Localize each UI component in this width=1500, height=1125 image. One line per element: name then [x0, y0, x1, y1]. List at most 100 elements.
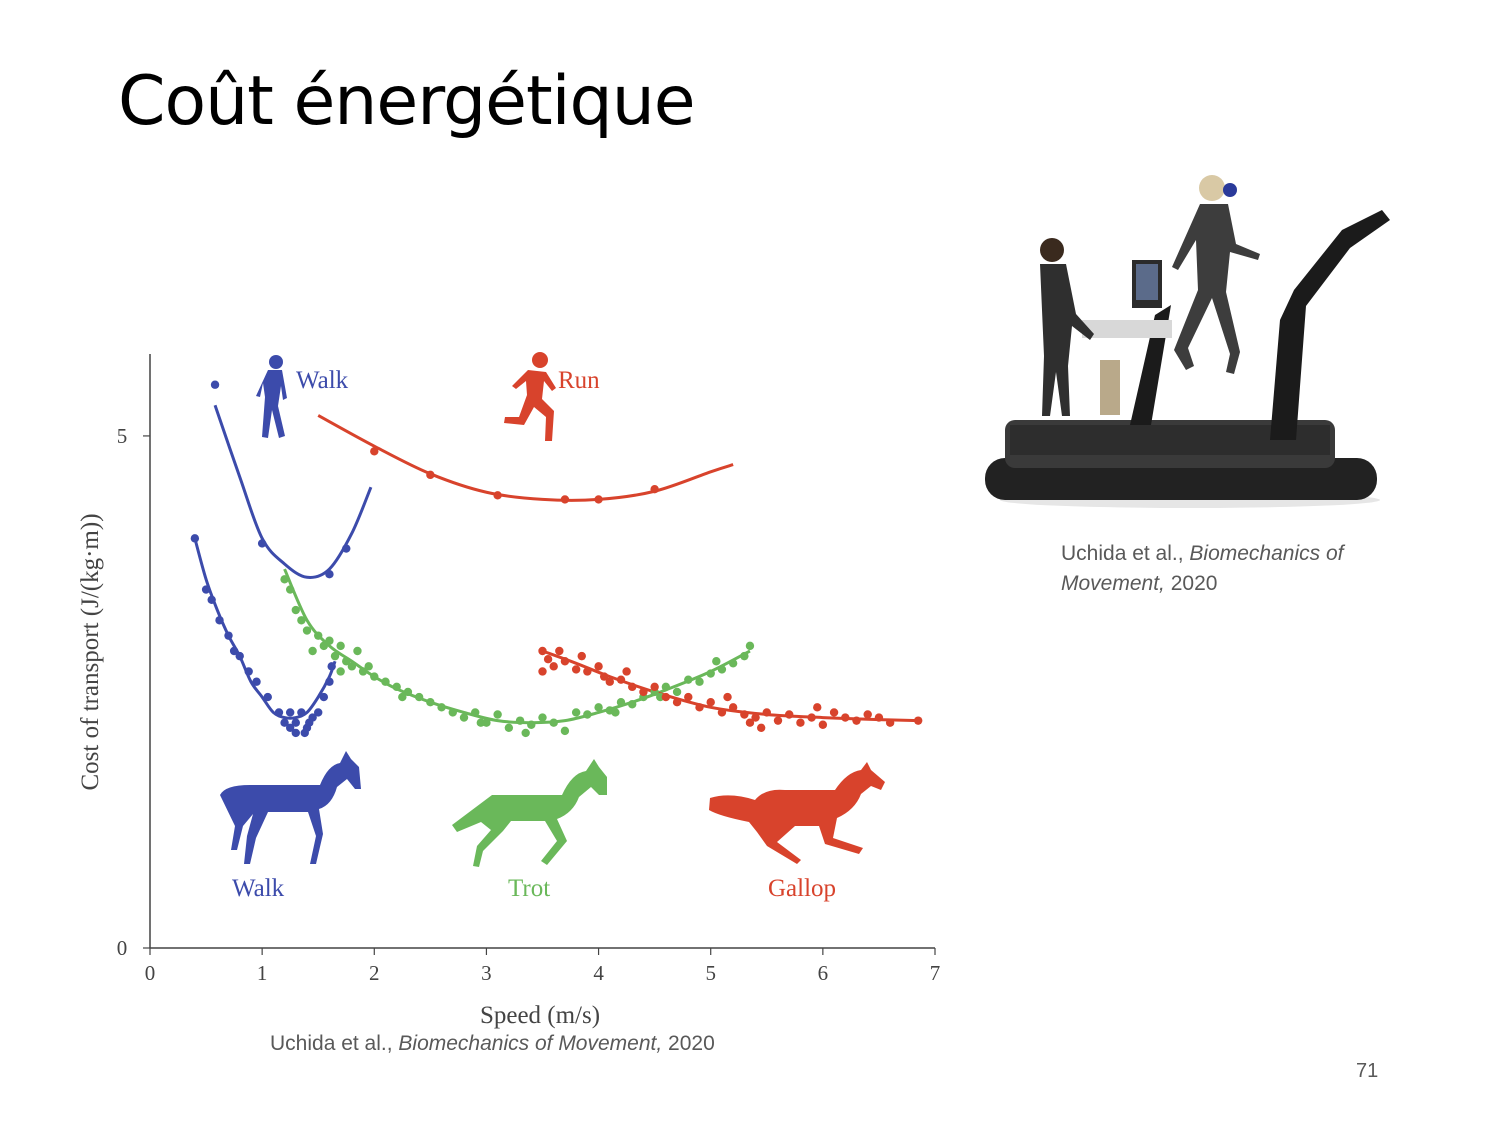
horse-trot-point: [538, 713, 547, 722]
horse-walk-point: [291, 718, 300, 727]
horse-gallop-point: [684, 692, 693, 702]
x-tick-label: 5: [705, 961, 716, 985]
horse-gallop-point: [756, 723, 766, 733]
horse-gallop-point: [543, 654, 553, 664]
horse-walk-point: [325, 677, 334, 686]
horse-trot-point: [297, 616, 306, 625]
horse-walk-point: [207, 595, 216, 604]
horse-walk-point: [201, 585, 211, 594]
human-run-point: [370, 447, 379, 456]
horse-walk-point: [235, 651, 244, 661]
human-run-label: Run: [558, 367, 600, 394]
horse-trot-point: [583, 710, 592, 719]
horse-trot-point: [628, 700, 637, 709]
horse-gallop-point: [863, 710, 872, 719]
horse-gallop-point: [695, 703, 704, 712]
horse-walk-icon: [220, 751, 361, 864]
horse-trot-point: [527, 720, 536, 729]
horse-gallop-point: [762, 708, 771, 717]
horse-gallop-label: Gallop: [768, 875, 836, 902]
horse-walk-point: [224, 631, 233, 640]
horse-gallop-point: [650, 682, 659, 692]
horse-trot-point: [414, 692, 424, 702]
human-run-point: [426, 470, 435, 480]
horse-trot-point: [471, 708, 480, 717]
horse-gallop-point: [796, 718, 805, 727]
horse-trot-point: [695, 677, 704, 686]
human-run-fit-line: [317, 414, 734, 502]
human-walk-point: [325, 569, 334, 579]
human-run-point: [594, 495, 603, 504]
horse-trot-point: [280, 575, 289, 584]
horse-walk-point: [319, 692, 329, 702]
horse-walk-point: [190, 534, 200, 543]
horse-trot-point: [712, 657, 721, 666]
horse-gallop-point: [818, 720, 828, 729]
horse-trot-point: [616, 698, 626, 707]
horse-gallop-point: [599, 672, 609, 681]
horse-walk-point: [274, 708, 284, 717]
horse-trot-point: [571, 708, 581, 717]
human-walk-label: Walk: [296, 367, 349, 394]
horse-gallop-point: [807, 713, 816, 722]
horse-trot-point: [347, 662, 357, 671]
x-tick-label: 6: [818, 961, 829, 985]
horse-walk-point: [285, 723, 295, 733]
horse-gallop-point: [841, 713, 850, 722]
horse-gallop-point: [622, 667, 631, 676]
horse-trot-point: [330, 651, 340, 661]
human-walk-fit-line: [213, 404, 373, 579]
horse-trot-point: [302, 626, 312, 635]
horse-trot-icon: [452, 759, 607, 867]
caption-book-title: Biomechanics of Movement,: [398, 1032, 663, 1055]
horse-walk-point: [314, 708, 323, 717]
horse-trot-point: [684, 675, 693, 684]
y-tick-label: 5: [117, 424, 128, 448]
horse-trot-point: [325, 636, 334, 645]
horse-gallop-point: [628, 682, 637, 692]
human-walk-icon: [256, 355, 287, 438]
caption-year: 2020: [662, 1032, 715, 1055]
horse-trot-point: [364, 662, 373, 671]
caption-year: 2020: [1164, 572, 1218, 595]
horse-trot-point: [521, 728, 530, 738]
horse-walk-point: [244, 667, 253, 676]
horse-trot-point: [594, 703, 603, 712]
horse-walk-point: [300, 728, 309, 738]
slide-title: Coût énergétique: [118, 62, 696, 141]
horse-trot-point: [728, 659, 738, 668]
horse-walk-point: [215, 616, 224, 625]
horse-trot-point: [381, 677, 390, 686]
horse-trot-point: [611, 708, 620, 717]
horse-gallop-point: [785, 710, 794, 719]
horse-trot-point: [493, 710, 502, 719]
horse-trot-point: [740, 651, 749, 661]
horse-walk-point: [229, 646, 239, 656]
horse-gallop-point: [723, 692, 732, 702]
horse-gallop-point: [740, 710, 749, 719]
horse-trot-point: [358, 667, 368, 676]
data-points: [190, 380, 923, 738]
x-tick-label: 2: [369, 961, 380, 985]
x-tick-label: 4: [593, 961, 604, 985]
horse-trot-label: Trot: [508, 875, 550, 902]
horse-trot-point: [285, 585, 295, 594]
horse-trot-point: [314, 631, 323, 640]
horse-trot-point: [336, 667, 345, 676]
horse-gallop-point: [751, 713, 760, 722]
horse-walk-point: [280, 718, 289, 727]
horse-trot-point: [745, 641, 755, 651]
photo-source-caption: Uchida et al., Biomechanics of Movement,…: [1061, 539, 1391, 599]
horse-trot-point: [448, 708, 457, 717]
y-tick-label: 0: [117, 936, 128, 960]
x-tick-label: 1: [257, 961, 268, 985]
horse-walk-fit-line: [193, 537, 337, 720]
horse-gallop-fit-line: [541, 649, 919, 723]
horse-gallop-point: [538, 646, 547, 656]
horse-gallop-point: [594, 662, 603, 671]
horse-trot-point: [353, 646, 362, 656]
horse-walk-point: [297, 708, 306, 717]
horse-trot-point: [319, 641, 329, 651]
horse-trot-point: [706, 669, 715, 678]
cost-of-transport-chart: 0 1 2 3 4 5 6 7 0 5 Walk Run Walk Trot Gallop Spe…: [77, 352, 940, 1029]
